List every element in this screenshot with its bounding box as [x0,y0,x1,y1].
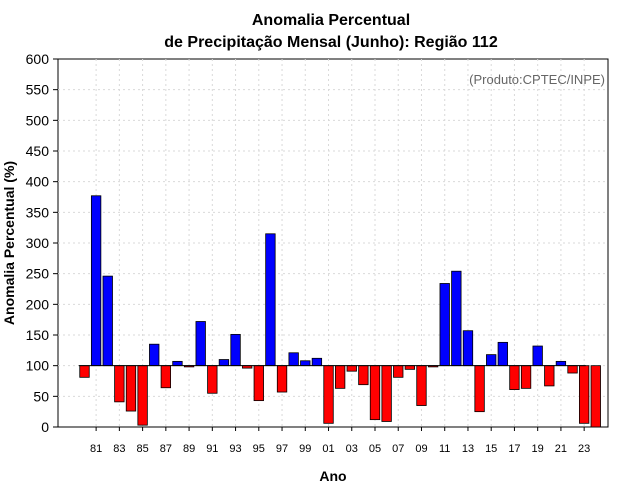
bar-01 [323,365,334,424]
bar-06 [381,365,392,422]
x-tick-label: 81 [90,443,102,455]
bar-15 [486,354,497,367]
bar-18 [520,365,532,389]
y-tick-label: 200 [26,296,50,312]
bar-98 [288,352,299,367]
bar-91 [207,365,218,394]
bar-88 [172,360,183,367]
bar-96 [265,233,276,367]
bar-14 [474,365,485,413]
y-tick-label: 100 [26,358,50,374]
x-tick-label: 13 [462,443,474,455]
bar-21 [555,360,567,367]
bar-17 [509,365,520,390]
x-tick-label: 85 [136,443,148,455]
y-tick-label: 150 [26,327,50,343]
bar-80 [79,365,90,378]
x-tick-label: 01 [322,443,334,455]
y-tick-label: 350 [26,204,50,220]
x-tick-label: 17 [508,443,520,455]
bar-09 [416,365,427,406]
x-tick-label: 15 [485,443,497,455]
x-tick-label: 95 [253,443,265,455]
chart-title-line1: Anomalia Percentual [252,12,410,29]
credit-text: (Produto:CPTEC/INPE) [469,72,605,87]
x-tick-label: 21 [555,443,567,455]
bar-90 [195,321,206,367]
bar-22 [567,365,578,374]
y-tick-label: 550 [26,82,50,98]
bar-08 [404,365,416,370]
y-tick-label: 50 [33,388,49,404]
bar-85 [137,365,148,426]
bar-13 [462,330,474,367]
bar-95 [253,365,264,402]
y-tick-label: 450 [26,143,50,159]
y-tick-label: 300 [26,235,50,251]
bar-92 [218,359,230,367]
bar-93 [230,333,241,367]
x-tick-label: 93 [229,443,241,455]
y-tick-label: 0 [41,419,49,435]
bar-83 [114,365,125,403]
bar-24 [590,365,601,428]
y-axis-label: Anomalia Percentual (%) [1,161,17,325]
x-tick-label: 99 [299,443,311,455]
chart-title-line2: de Precipitação Mensal (Junho): Região 1… [164,34,498,51]
bar-00 [311,357,323,367]
x-axis-ticks: 81 83 85 87 89 91 93 95 97 99 01 03 05 07 09 11 13 15 17 19… [90,427,590,455]
bar-07 [393,365,404,378]
y-tick-label: 600 [26,51,50,67]
y-tick-label: 250 [26,266,50,282]
bar-23 [579,365,590,424]
bar-99 [300,360,311,367]
bar-05 [369,365,381,421]
x-tick-label: 87 [160,443,172,455]
y-tick-label: 400 [26,174,50,190]
bar-87 [160,365,171,389]
x-tick-label: 05 [369,443,381,455]
y-tick-label: 500 [26,112,50,128]
x-tick-label: 03 [346,443,358,455]
bar-series [79,195,601,428]
x-tick-label: 91 [206,443,218,455]
bar-81 [90,195,102,367]
bar-82 [102,275,113,367]
bar-20 [544,365,555,387]
x-tick-label: 09 [415,443,427,455]
x-axis-label: Ano [319,468,346,484]
x-tick-label: 07 [392,443,404,455]
bar-11 [439,283,450,367]
bar-03 [346,365,357,372]
bar-04 [358,365,369,386]
bar-86 [149,343,160,367]
bar-84 [125,365,137,412]
y-axis-ticks: 0 50 100 150 200 250 300 350 400 450 500 550 600 [26,51,58,435]
x-tick-label: 11 [439,443,450,455]
bar-02 [334,365,346,389]
bar-16 [497,341,508,367]
x-tick-label: 83 [113,443,125,455]
x-tick-label: 23 [578,443,590,455]
x-tick-label: 19 [532,443,544,455]
bar-97 [276,365,288,393]
x-tick-label: 89 [183,443,195,455]
bar-19 [532,345,543,367]
bar-12 [451,270,462,367]
x-tick-label: 97 [276,443,288,455]
